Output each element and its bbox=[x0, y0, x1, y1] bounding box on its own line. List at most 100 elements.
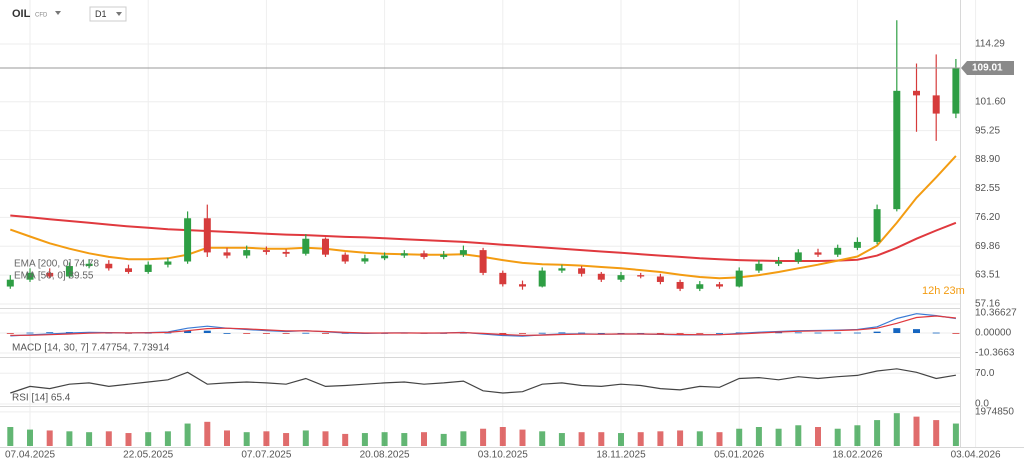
symbol-dropdown[interactable] bbox=[55, 11, 61, 15]
candle-body bbox=[440, 254, 448, 257]
volume-bar bbox=[933, 420, 940, 446]
volume-bar bbox=[637, 432, 644, 446]
volume-bar bbox=[224, 430, 230, 446]
volume-bar bbox=[184, 423, 191, 446]
candle-body bbox=[125, 268, 132, 272]
volume-bar bbox=[755, 427, 762, 446]
volume-bar bbox=[27, 429, 33, 446]
macd-histogram-bar bbox=[499, 333, 507, 334]
volume-bar bbox=[539, 431, 546, 446]
macd-histogram-bar bbox=[519, 333, 526, 334]
macd-histogram-bar bbox=[282, 333, 290, 334]
candle-body bbox=[755, 263, 763, 271]
volume-bar bbox=[401, 433, 408, 446]
candle-body bbox=[479, 250, 487, 273]
candle-body bbox=[302, 238, 310, 254]
candle-body bbox=[656, 276, 664, 282]
candle-body bbox=[400, 253, 408, 256]
volume-bar bbox=[558, 433, 565, 446]
macd-histogram-bar bbox=[302, 332, 310, 334]
macd-histogram-bar bbox=[696, 333, 704, 334]
candle-body bbox=[85, 263, 93, 267]
volume-bar bbox=[283, 433, 290, 446]
volume-bar bbox=[499, 427, 506, 446]
volume-bar bbox=[854, 425, 861, 446]
volume-bar bbox=[164, 431, 171, 446]
x-tick-label: 07.07.2025 bbox=[241, 450, 291, 461]
x-tick-label: 18.02.2026 bbox=[832, 450, 882, 461]
candle-body bbox=[913, 90, 920, 96]
volume-bar bbox=[815, 427, 821, 446]
volume-bar bbox=[243, 432, 250, 446]
macd-histogram-bar bbox=[794, 332, 802, 334]
macd-histogram-bar bbox=[913, 329, 920, 333]
macd-histogram-bar bbox=[775, 332, 783, 334]
macd-histogram-bar bbox=[164, 332, 172, 334]
volume-bar bbox=[460, 431, 467, 446]
x-tick-label: 22.05.2025 bbox=[123, 450, 173, 461]
macd-histogram-bar bbox=[932, 332, 940, 334]
interval-dropdown[interactable] bbox=[116, 12, 122, 16]
macd-histogram-bar bbox=[814, 332, 822, 334]
macd-label: MACD [14, 30, 7] 7.47754, 7.73914 bbox=[12, 343, 170, 354]
macd-histogram-bar bbox=[656, 333, 664, 334]
volume-bar bbox=[440, 433, 447, 446]
instrument-type: CFD bbox=[35, 13, 48, 19]
candle-body bbox=[775, 261, 783, 264]
candle-body bbox=[459, 250, 467, 255]
macd-histogram-bar bbox=[46, 332, 54, 334]
candle-body bbox=[243, 250, 251, 256]
y-tick-label: 101.60 bbox=[975, 96, 1006, 107]
volume-bar bbox=[125, 433, 132, 446]
volume-bar bbox=[716, 432, 723, 446]
interval-selector[interactable] bbox=[89, 6, 127, 22]
volume-bar bbox=[598, 432, 605, 446]
candle-body bbox=[184, 218, 192, 262]
candle-body bbox=[105, 263, 113, 269]
last-price-badge bbox=[961, 61, 1014, 76]
volume-bar bbox=[874, 420, 881, 446]
macd-histogram-bar bbox=[322, 333, 329, 334]
volume-bar bbox=[46, 430, 53, 446]
symbol[interactable]: OIL bbox=[12, 8, 31, 20]
candle-body bbox=[735, 270, 743, 287]
candle-body bbox=[46, 272, 54, 277]
candle-body bbox=[499, 272, 507, 285]
macd-histogram-bar bbox=[716, 333, 723, 334]
y-tick-label: 0.00000 bbox=[975, 328, 1012, 339]
macd-histogram-bar bbox=[952, 333, 960, 334]
candle-body bbox=[794, 252, 802, 262]
candle-body bbox=[834, 247, 842, 255]
x-tick-label: 18.11.2025 bbox=[596, 450, 646, 461]
candle-body bbox=[420, 253, 428, 257]
macd-histogram-bar bbox=[459, 332, 467, 334]
rsi-label: RSI [14] 65.4 bbox=[12, 393, 71, 404]
volume-bar bbox=[578, 432, 585, 446]
volume-bar bbox=[480, 428, 487, 446]
macd-histogram-bar bbox=[203, 330, 211, 333]
volume-bar bbox=[7, 427, 14, 446]
x-tick-label: 05.01.2026 bbox=[714, 450, 764, 461]
candle-body bbox=[617, 275, 625, 280]
volume-bar bbox=[361, 433, 368, 446]
volume-bar bbox=[696, 431, 703, 446]
candle-body bbox=[6, 279, 14, 287]
candle-body bbox=[578, 268, 586, 274]
candle-body bbox=[144, 264, 152, 272]
candle-body bbox=[164, 261, 172, 265]
volume-bar bbox=[204, 421, 211, 446]
volume-bar bbox=[302, 430, 309, 446]
y-tick-label: 88.90 bbox=[975, 154, 1000, 165]
volume-bar bbox=[795, 425, 802, 446]
candle-body bbox=[538, 270, 546, 287]
volume-bar bbox=[86, 432, 93, 446]
x-tick-label: 07.04.2025 bbox=[5, 450, 55, 461]
macd-histogram-bar bbox=[893, 328, 901, 333]
volume-bar bbox=[342, 433, 349, 446]
macd-histogram-bar bbox=[6, 333, 14, 334]
candle-body bbox=[65, 266, 73, 277]
candle-body bbox=[558, 268, 566, 271]
candle-body bbox=[952, 68, 960, 114]
macd-histogram-bar bbox=[578, 332, 586, 334]
